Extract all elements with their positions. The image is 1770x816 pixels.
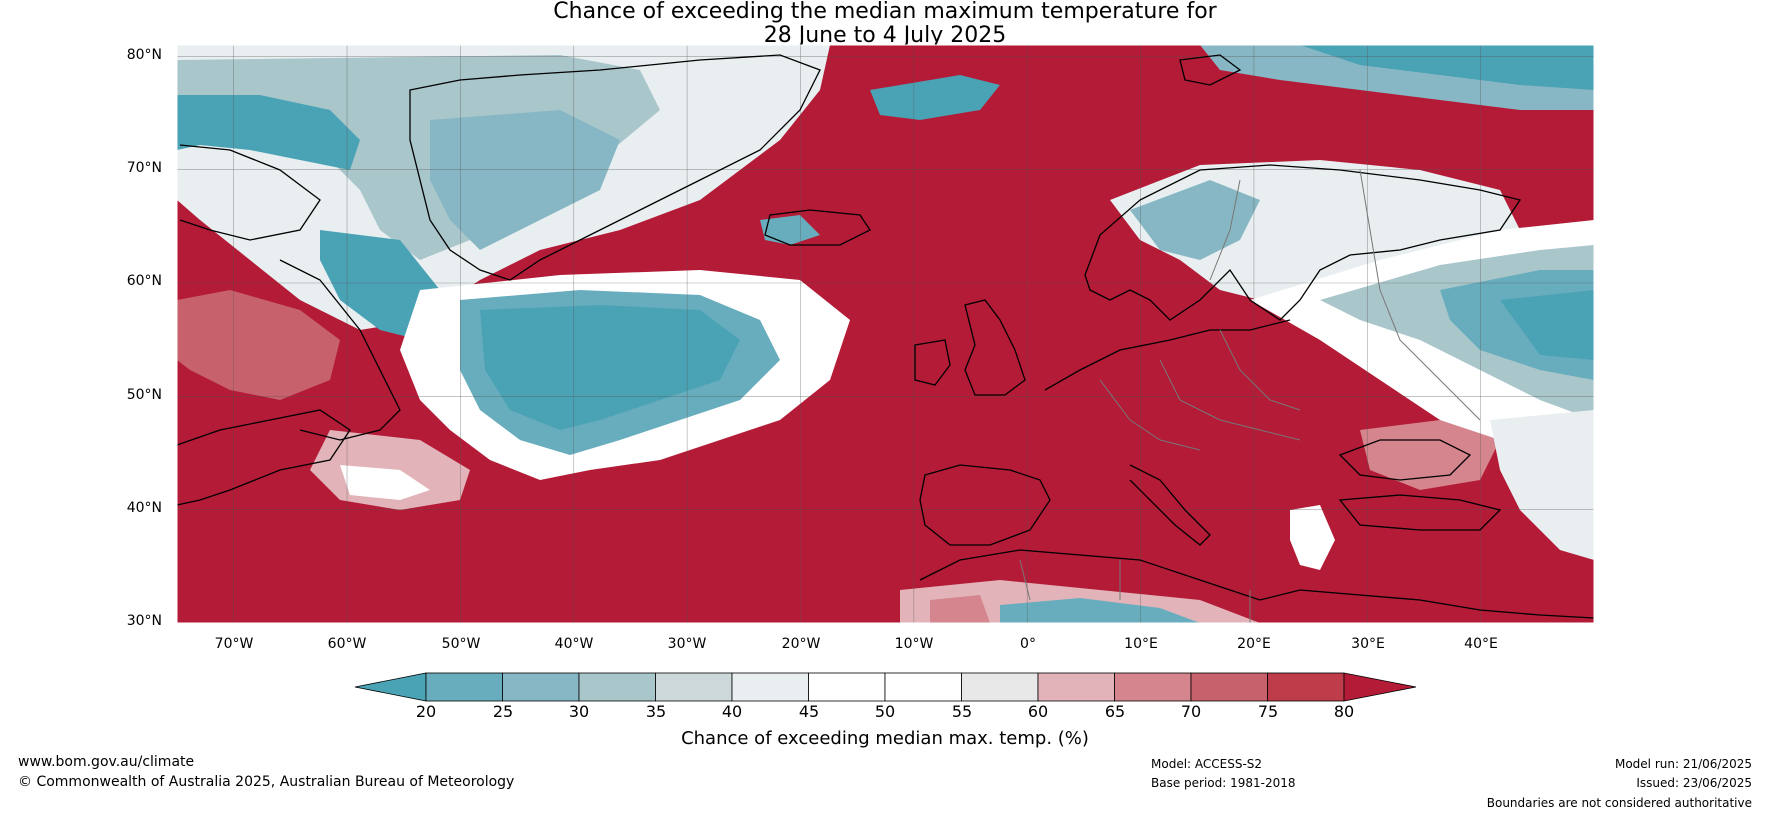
colorbar-extend-high [1343,672,1417,702]
lat-label-60n: 60°N [126,273,162,289]
lon-label-70w: 70°W [214,636,254,652]
lon-label-60w: 60°W [327,636,367,652]
colorbar-tick-55: 55 [951,702,973,721]
coast-iceland [764,209,871,246]
lon-label-30w: 30°W [667,636,707,652]
colorbar-tick-35: 35 [645,702,667,721]
colorbar-tick-50: 50 [874,702,896,721]
lon-label-0: 0° [1020,636,1036,652]
region-baffin-cold [177,95,360,170]
border-europe-2 [1159,359,1301,441]
colorbar-tick-25: 25 [492,702,514,721]
region-blacksea-mixed [1360,420,1500,490]
region-iceland-cool [760,215,820,245]
colorbar-tick-70: 70 [1180,702,1202,721]
title-line-1: Chance of exceeding the median maximum t… [553,0,1217,24]
lon-label-20w: 20°W [781,636,821,652]
coast-baffin [179,144,321,241]
lon-label-50w: 50°W [441,636,481,652]
colorbar-tick-65: 65 [1104,702,1126,721]
region-atlantic-cold [480,305,740,430]
lon-label-30e: 30°E [1351,636,1385,652]
coast-blacksea [1338,439,1472,481]
colorbar-segment [884,672,962,702]
colorbar-segment [655,672,733,702]
lon-label-40e: 40°E [1464,636,1498,652]
region-norway-cold [1130,180,1260,260]
colorbar-segment [578,672,656,702]
footer-base-period: Base period: 1981-2018 [1151,776,1296,790]
region-iberia-south-mixed [930,595,990,623]
colorbar-segment [425,672,503,702]
footer-model-run: Model run: 21/06/2025 [1614,757,1752,771]
coast-svalbard [1179,54,1242,86]
footer-boundaries-note: Boundaries are not considered authoritat… [1486,796,1752,810]
lat-label-70n: 70°N [126,160,162,176]
footer-copyright: © Commonwealth of Australia 2025, Austra… [18,774,515,790]
coast-turkey [1338,494,1502,531]
colorbar-tick-45: 45 [798,702,820,721]
lat-label-40n: 40°N [126,500,162,516]
coast-greenland [409,54,821,281]
coast-britain [964,299,1026,396]
lon-label-10w: 10°W [894,636,934,652]
colorbar-segment [1190,672,1268,702]
colorbar-tick-20: 20 [415,702,437,721]
lon-label-10e: 10°E [1124,636,1158,652]
colorbar-segment [1037,672,1115,702]
coast-canada-east [176,409,351,506]
region-russia-coldest [1500,290,1594,360]
coast-north-africa [919,549,1595,619]
region-labrador-cold [320,230,440,340]
map-field [177,45,1594,623]
coast-iberia [919,464,1051,546]
footer-website-link[interactable]: www.bom.gov.au/climate [18,754,195,770]
colorbar-segment [961,672,1039,702]
border-sweden [1209,179,1241,281]
region-newfoundland-cool [340,465,430,500]
colorbar-segment [1267,672,1345,702]
lon-label-40w: 40°W [554,636,594,652]
coast-italy [1129,464,1211,546]
colorbar-tick-60: 60 [1027,702,1049,721]
colorbar-tick-40: 40 [721,702,743,721]
graticule [177,45,1594,623]
country-borders [1019,169,1481,623]
region-aegean-cool [1290,505,1335,570]
map-title: Chance of exceeding the median maximum t… [0,0,1770,48]
coast-labrador [279,259,401,441]
border-russia [1359,169,1481,421]
colorbar [354,672,1417,702]
coastlines [176,54,1595,619]
lat-label-30n: 30°N [126,613,162,629]
footer-issued: Issued: 23/06/2025 [1636,776,1752,790]
lat-label-80n: 80°N [126,47,162,63]
region-greenland-interior [430,110,620,250]
footer-model: Model: ACCESS-S2 [1151,757,1263,771]
colorbar-segment [1114,672,1192,702]
lat-label-50n: 50°N [126,387,162,403]
region-sahara-cool [1000,598,1200,623]
coast-ireland [914,339,951,386]
colorbar-segment [808,672,886,702]
colorbar-tick-75: 75 [1257,702,1279,721]
border-europe-1 [1099,379,1201,451]
colorbar-tick-80: 80 [1333,702,1355,721]
region-caucasus-cool [1490,410,1594,560]
colorbar-label: Chance of exceeding median max. temp. (%… [681,728,1089,749]
title-line-2: 28 June to 4 July 2025 [763,23,1007,48]
colorbar-segment [502,672,580,702]
coast-europe-west [1044,319,1291,391]
colorbar-extend-low [354,672,427,702]
region-canada-warm [177,290,340,400]
colorbar-segment [731,672,809,702]
region-svalbard-cold [870,75,1000,120]
border-north-africa [1019,559,1251,623]
lon-label-20e: 20°E [1237,636,1271,652]
coast-scandinavia [1084,164,1522,321]
map-frame [176,44,1595,624]
colorbar-tick-30: 30 [568,702,590,721]
border-europe-3 [1219,329,1301,411]
